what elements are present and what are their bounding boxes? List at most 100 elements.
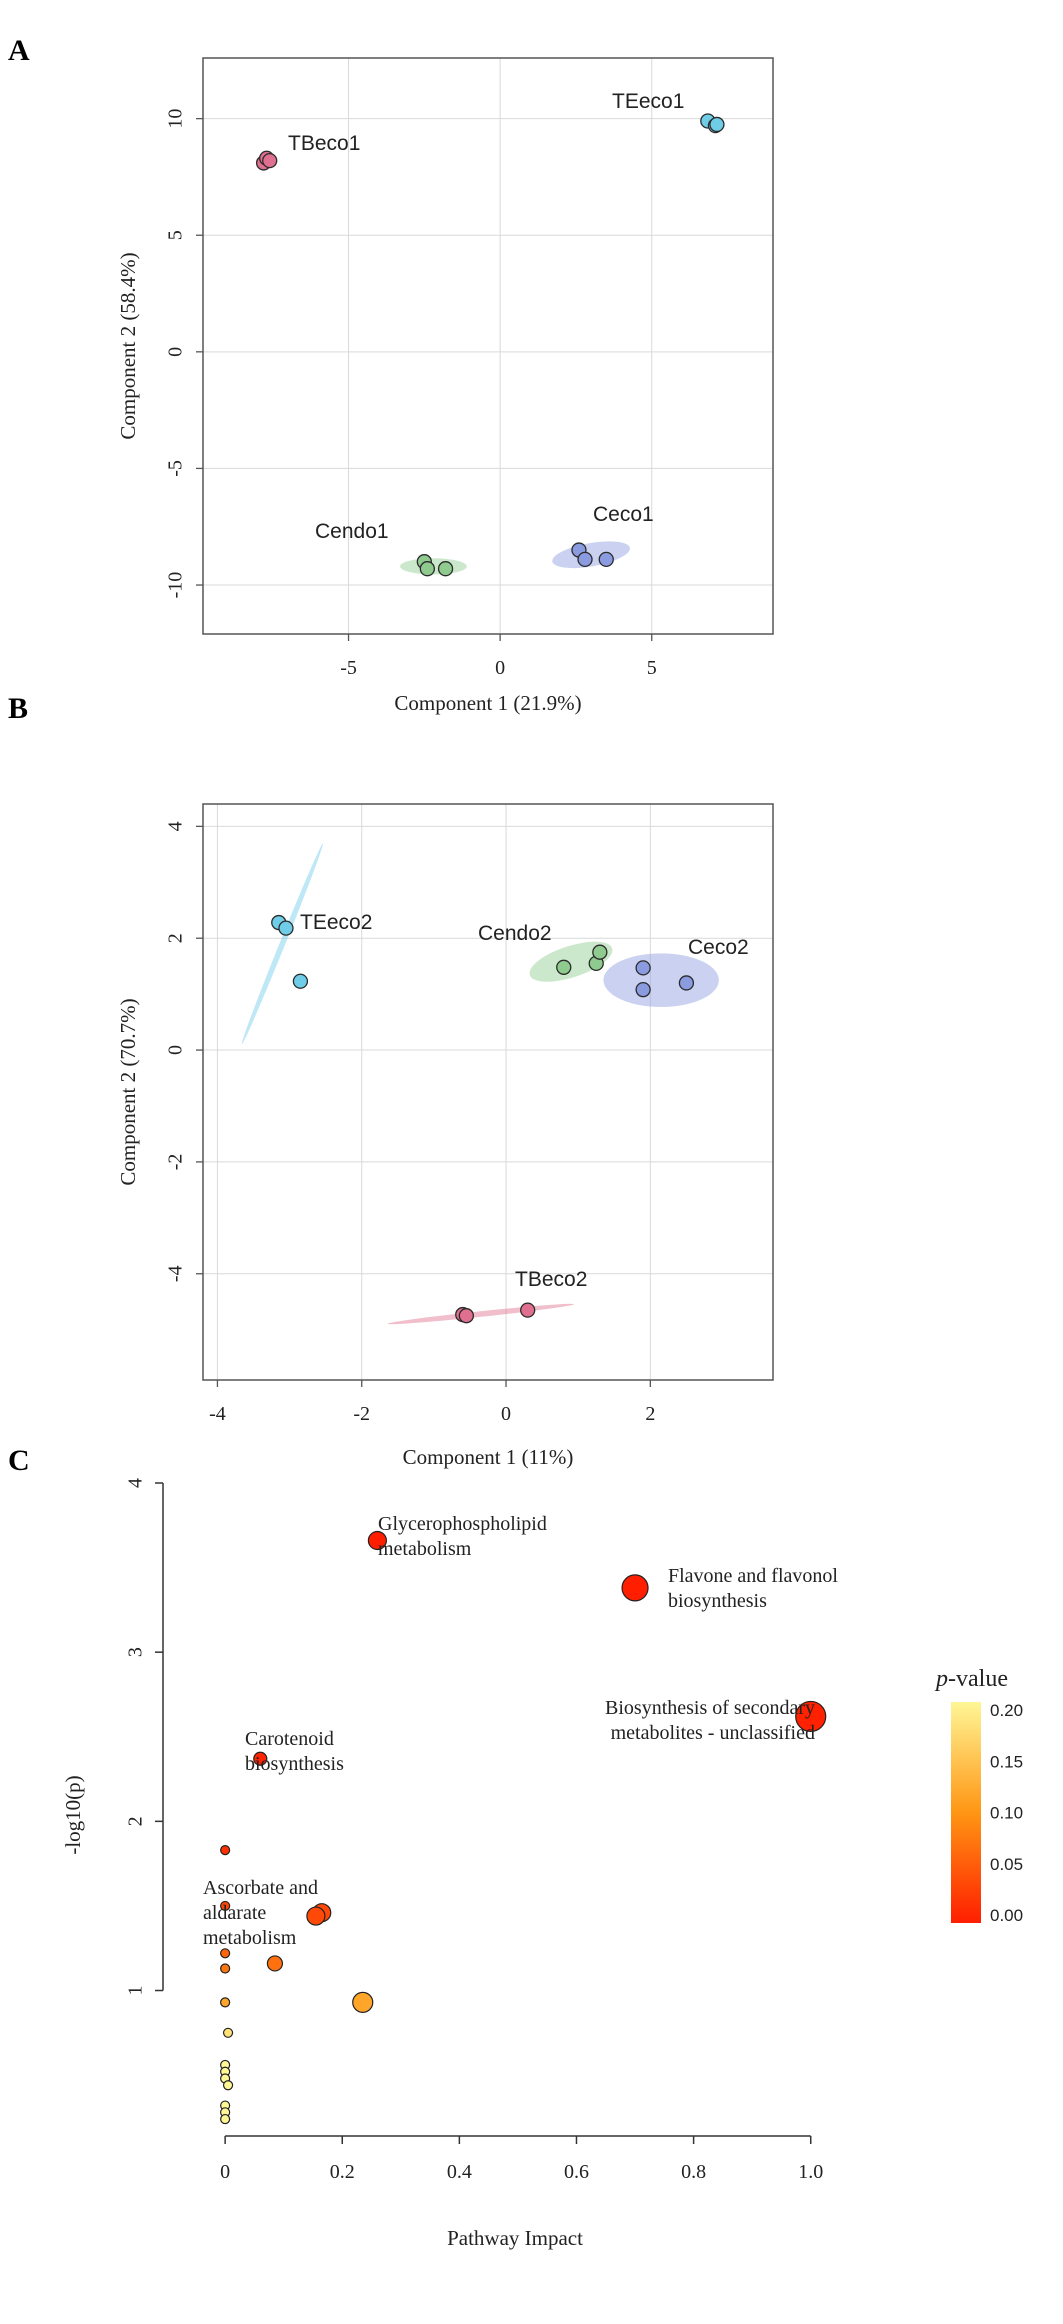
group-label-tbeco1: TBeco1 <box>288 132 360 155</box>
pathway-bubble <box>621 1574 649 1602</box>
data-point-ceco2 <box>635 982 651 998</box>
legend-tick-label: 0.00 <box>990 1906 1023 1925</box>
pathway-label-line: metabolites - unclassified <box>611 1722 815 1744</box>
pathway-bubble <box>266 1955 284 1972</box>
data-point-teeco2 <box>292 973 309 989</box>
plot-frame <box>202 57 774 635</box>
pathway-label-line: Flavone and flavonol <box>668 1565 838 1587</box>
group-label-teeco2: TEeco2 <box>300 911 372 934</box>
x-tick-label: -5 <box>340 657 357 679</box>
panel-letter-c: C <box>8 1444 30 1477</box>
p-value-legend: p-value 0.20 0.15 0.10 0.05 0.00 <box>934 1666 1023 1925</box>
data-point-ceco2 <box>635 960 651 976</box>
panel-letter-b: B <box>8 692 28 725</box>
y-axis-title: -log10(p) <box>61 1775 85 1854</box>
y-tick-label: -4 <box>165 1265 187 1282</box>
y-axis-title: Component 2 (70.7%) <box>116 998 140 1185</box>
x-axis-title: Component 1 (21.9%) <box>394 691 581 715</box>
y-tick-label: 10 <box>165 109 187 129</box>
y-tick-label: 3 <box>125 1647 147 1657</box>
y-tick-label: 4 <box>125 1478 147 1488</box>
pathway-label: Biosynthesis of secondary metabolites - u… <box>605 1697 815 1744</box>
legend-title-p: p <box>934 1666 948 1692</box>
legend-tick-label: 0.05 <box>990 1855 1023 1874</box>
x-axis-title: Component 1 (11%) <box>403 1445 574 1469</box>
x-tick-label: 0.2 <box>330 2161 355 2183</box>
x-tick-label: 0.4 <box>447 2161 472 2183</box>
data-point-teeco1 <box>709 116 725 133</box>
x-tick-label: -4 <box>209 1403 226 1425</box>
pathway-label-line: Glycerophospholipid <box>378 1513 547 1535</box>
p-value-colorbar <box>951 1702 981 1923</box>
pathway-label-line: biosynthesis <box>668 1590 767 1612</box>
grid-lines <box>203 804 773 1380</box>
data-point-ceco1 <box>598 551 614 568</box>
pathway-label: Glycerophospholipid metabolism <box>378 1513 547 1560</box>
pathway-bubble <box>222 2080 234 2091</box>
pathway-bubble <box>220 1948 231 1959</box>
data-point-teeco2 <box>278 920 294 936</box>
pathway-bubble <box>222 2027 234 2038</box>
data-point-ceco2 <box>678 975 695 991</box>
legend-tick-label: 0.20 <box>990 1701 1023 1720</box>
x-tick-label: 5 <box>647 657 657 679</box>
panel-b: TEeco2 Cendo2 Ceco2 TBeco2 -4 -2 0 2 4 2 0 -2 -4 Comp… <box>116 803 774 1469</box>
pathway-bubble <box>306 1906 326 1926</box>
pathway-label-line: Biosynthesis of secondary <box>605 1697 815 1719</box>
data-point-cendo1 <box>437 561 454 577</box>
plot-frame <box>202 803 774 1381</box>
grid-lines <box>203 58 773 634</box>
pathway-bubble <box>220 1997 231 2008</box>
pathway-label-line: Carotenoid <box>245 1728 334 1750</box>
pathway-label-line: metabolism <box>203 1927 297 1949</box>
data-point-cendo2 <box>592 944 608 960</box>
group-label-cendo1: Cendo1 <box>315 520 389 543</box>
pathway-bubble <box>220 1900 231 1912</box>
x-tick-label: 0.8 <box>681 2161 706 2183</box>
pathway-label-line: metabolism <box>378 1538 472 1560</box>
data-point-cendo2 <box>556 959 572 975</box>
data-point-tbeco2 <box>520 1302 536 1318</box>
data-point-ceco1 <box>577 551 593 568</box>
pathway-label-line: Ascorbate and <box>203 1877 318 1899</box>
x-tick-label: 1.0 <box>798 2161 823 2183</box>
y-tick-label: -10 <box>165 572 187 599</box>
data-point-cendo1 <box>419 561 436 577</box>
pathway-bubble <box>795 1700 827 1733</box>
y-tick-label: 0 <box>165 1045 187 1055</box>
y-axis-title: Component 2 (58.4%) <box>116 252 140 439</box>
y-tick-label: 0 <box>165 347 187 357</box>
y-tick-label: 5 <box>165 230 187 240</box>
panel-a: TBeco1 TEeco1 Cendo1 Ceco1 -5 0 5 10 5 0 -5 -10 Comp… <box>116 57 774 715</box>
pathway-bubble <box>220 1963 231 1974</box>
group-label-cendo2: Cendo2 <box>478 922 552 945</box>
pathway-label: Carotenoid biosynthesis <box>245 1728 344 1775</box>
y-tick-label: -5 <box>165 460 187 477</box>
x-tick-label: 2 <box>645 1403 655 1425</box>
y-tick-label: 1 <box>125 1986 147 1996</box>
pathway-label: Flavone and flavonol biosynthesis <box>668 1565 838 1612</box>
pathway-label-line: biosynthesis <box>245 1753 344 1775</box>
pathway-bubble <box>352 1991 374 2013</box>
x-tick-label: 0.6 <box>564 2161 589 2183</box>
y-tick-label: -2 <box>165 1154 187 1171</box>
legend-title: p-value <box>934 1666 1008 1692</box>
x-tick-label: 0 <box>220 2161 230 2183</box>
pathway-bubble <box>220 2113 231 2125</box>
x-tick-label: -2 <box>353 1403 370 1425</box>
group-label-ceco1: Ceco1 <box>593 503 654 526</box>
confidence-ellipse-teeco2 <box>241 843 323 1045</box>
panel-c: 1 2 3 4 0 0.2 0.4 0.6 0.8 1.0 Pathway Impact -log10… <box>61 1478 1023 2250</box>
x-axis-title: Pathway Impact <box>447 2226 583 2250</box>
confidence-ellipse-cendo2 <box>529 941 613 982</box>
y-tick-label: 2 <box>165 933 187 943</box>
pathway-label-line: aldarate <box>203 1902 266 1924</box>
group-label-teeco1: TEeco1 <box>612 90 684 113</box>
pathway-label: Ascorbate and aldarate metabolism <box>203 1877 318 1949</box>
data-point-tbeco1 <box>262 152 278 169</box>
y-tick-label: 2 <box>125 1816 147 1826</box>
panel-letter-a: A <box>8 34 30 67</box>
y-tick-label: 4 <box>165 821 187 831</box>
pathway-bubble <box>253 1751 268 1766</box>
